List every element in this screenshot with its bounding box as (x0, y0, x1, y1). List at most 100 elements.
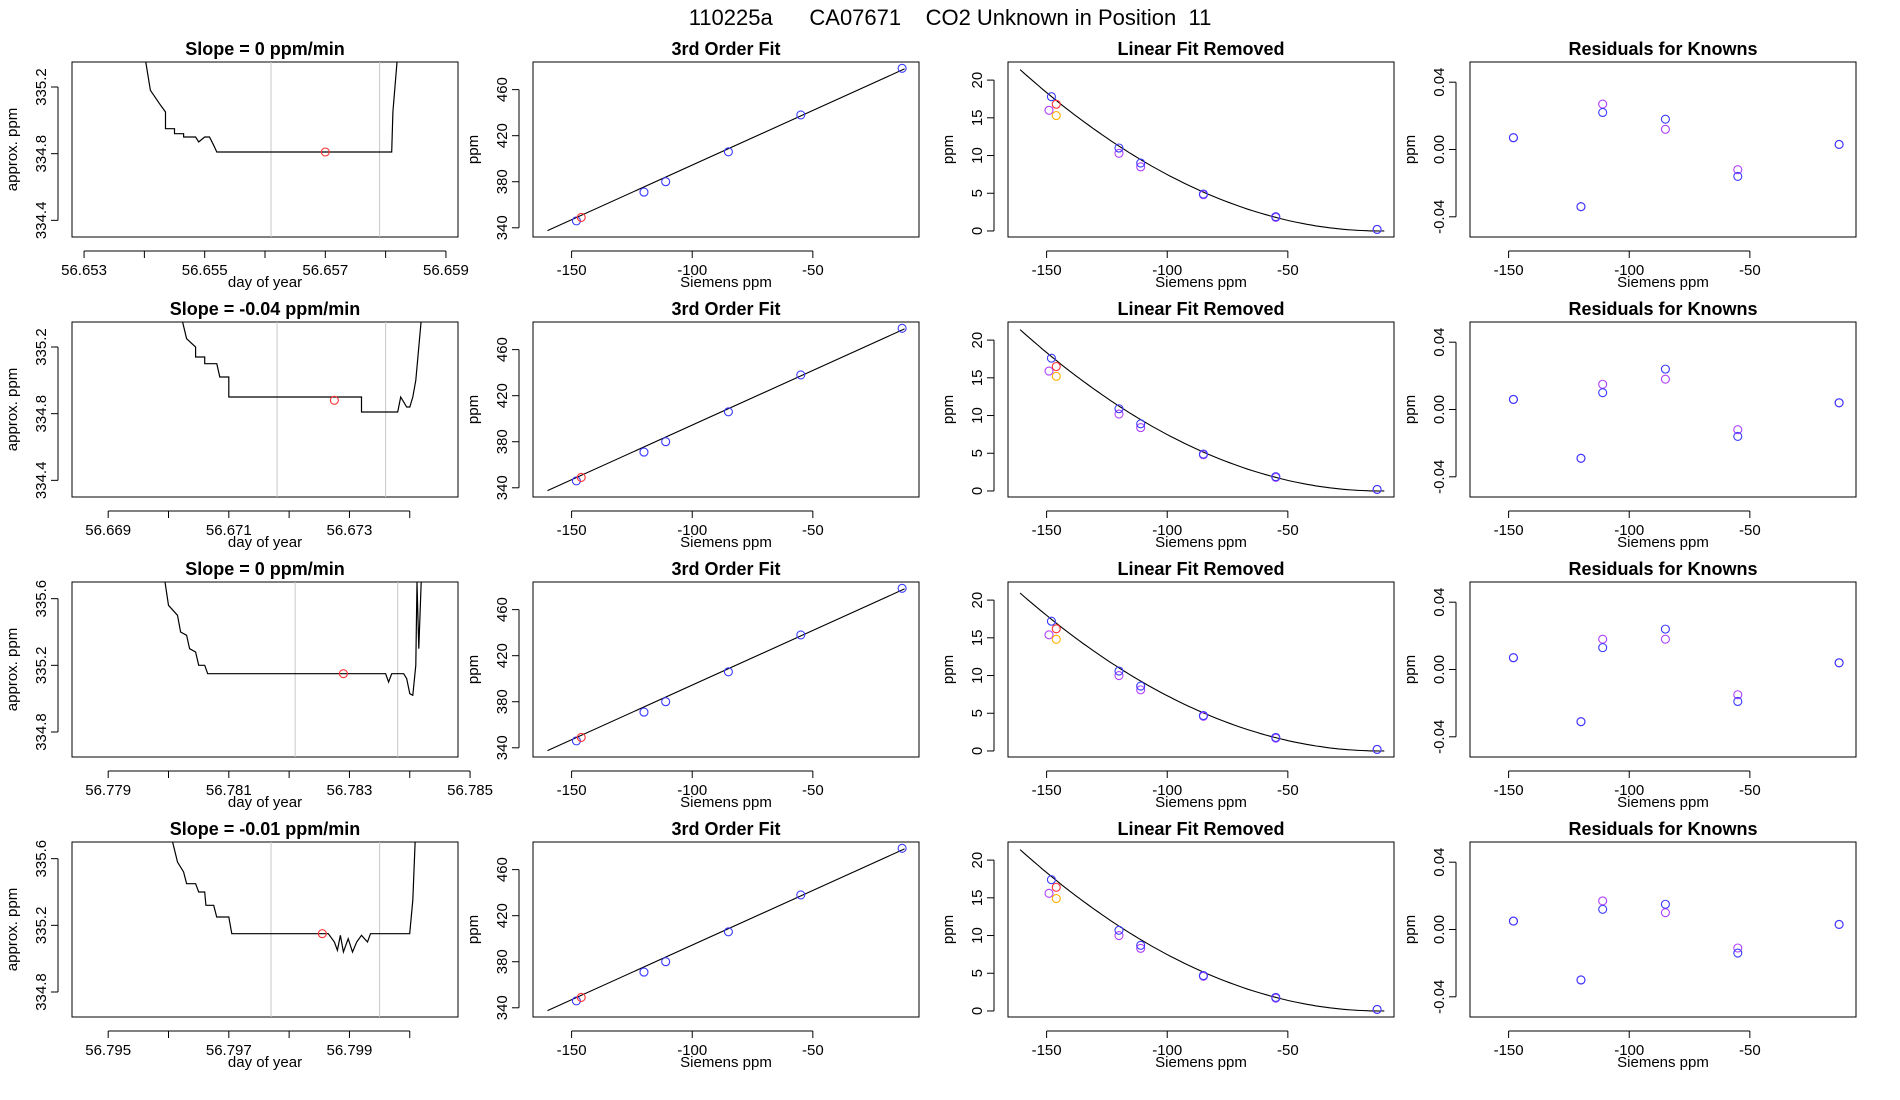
y-tick-label: 0.04 (1431, 848, 1448, 877)
red-point (576, 732, 586, 742)
x-tick-label: -100 (677, 1042, 707, 1059)
blue-point (1508, 916, 1518, 926)
y-tick-label: 460 (494, 857, 511, 882)
x-tick-label: -150 (557, 262, 587, 279)
x-tick-label: -100 (677, 782, 707, 799)
ppm-trace (171, 842, 416, 955)
blue-point (1508, 394, 1518, 404)
blue-point (1198, 970, 1208, 981)
blue-point (897, 323, 907, 333)
purple-point (1044, 888, 1054, 898)
purple-point (1598, 634, 1608, 644)
y-tick-label: 15 (969, 369, 986, 386)
y-tick-label: 335.2 (33, 68, 50, 106)
orange-point (1051, 894, 1061, 904)
y-tick-label: 0.04 (1431, 68, 1448, 97)
purple-point (1733, 943, 1743, 953)
y-tick-label: 380 (494, 169, 511, 194)
x-tick-label: -150 (557, 1042, 587, 1059)
panel-title: Linear Fit Removed (1117, 559, 1284, 579)
y-tick-label: 340 (494, 995, 511, 1020)
panel-title: Residuals for Knowns (1568, 39, 1757, 59)
blue-point (723, 147, 733, 157)
y-tick-label: 0.04 (1431, 588, 1448, 617)
panel-title: Slope = -0.04 ppm/min (170, 299, 361, 319)
panel-4-2: 3rd Order Fit Siemens ppm ppm -150 -100 -50 34… (465, 819, 920, 1071)
x-axis-label: day of year (228, 1054, 302, 1071)
plot-frame (71, 61, 459, 238)
red-point (576, 992, 586, 1002)
blue-point (661, 437, 671, 447)
orange-point (1051, 371, 1061, 381)
panel-2-2: 3rd Order Fit Siemens ppm ppm -150 -100 -50 34… (465, 299, 920, 551)
y-tick-label: 340 (494, 475, 511, 500)
x-axis-label: Siemens ppm (680, 534, 772, 551)
purple-point (1114, 930, 1124, 941)
y-tick-label: 0 (969, 487, 986, 495)
panel-title: 3rd Order Fit (671, 299, 780, 319)
purple-point (1044, 105, 1054, 115)
y-axis-label: approx. ppm (4, 628, 21, 711)
blue-point (796, 630, 806, 640)
y-tick-label: 334.4 (33, 462, 50, 500)
y-tick-label: 10 (969, 147, 986, 164)
blue-point (1136, 940, 1146, 950)
blue-point (1576, 453, 1586, 463)
y-tick-label: 0 (969, 1007, 986, 1015)
blue-point (1372, 484, 1382, 495)
y-axis-label: ppm (940, 135, 957, 164)
purple-point (1660, 634, 1670, 644)
y-tick-label: 0.00 (1431, 395, 1448, 424)
y-tick-label: 5 (969, 449, 986, 457)
red-point (576, 212, 586, 222)
purple-point (1660, 374, 1670, 384)
x-tick-label: -50 (1739, 1042, 1761, 1059)
blue-point (1271, 732, 1281, 742)
y-tick-label: 334.8 (33, 135, 50, 173)
y-axis-label: ppm (1402, 915, 1419, 944)
panel-3-1: Slope = 0 ppm/min day of year approx. ppm 5… (4, 559, 493, 811)
x-tick-label: 56.653 (61, 262, 107, 279)
blue-point (1046, 353, 1056, 363)
panel-1-1: Slope = 0 ppm/min day of year approx. ppm 5… (4, 39, 469, 291)
y-tick-label: 420 (494, 643, 511, 668)
x-tick-label: -100 (677, 262, 707, 279)
red-point (1051, 882, 1061, 892)
y-tick-label: 20 (969, 332, 986, 349)
panel-3-4: Residuals for Knowns Siemens ppm ppm -150 -1… (1402, 559, 1857, 811)
mean-point (329, 395, 339, 405)
plot-area (1508, 364, 1844, 463)
x-tick-label: -100 (1614, 522, 1644, 539)
y-tick-label: 5 (969, 189, 986, 197)
blue-point (796, 110, 806, 120)
y-tick-label: 335.6 (33, 840, 50, 878)
blue-point (1114, 666, 1124, 676)
plot-area (1019, 69, 1385, 235)
blue-point (1046, 875, 1056, 885)
blue-point (1046, 616, 1056, 626)
x-tick-label: -150 (1494, 522, 1524, 539)
x-tick-label: -150 (1032, 522, 1062, 539)
x-axis-label: Siemens ppm (1155, 794, 1247, 811)
y-tick-label: 380 (494, 689, 511, 714)
plot-frame (1469, 321, 1857, 498)
panel-title: Slope = 0 ppm/min (185, 559, 345, 579)
figure-title: 110225a CA07671 CO2 Unknown in Position … (689, 5, 1212, 30)
x-tick-label: -150 (1494, 782, 1524, 799)
x-tick-label: -50 (1277, 782, 1299, 799)
y-tick-label: 0.00 (1431, 655, 1448, 684)
x-axis-label: Siemens ppm (1155, 534, 1247, 551)
x-tick-label: 56.783 (326, 782, 372, 799)
y-tick-label: 20 (969, 852, 986, 869)
x-tick-label: -50 (1739, 782, 1761, 799)
blue-point (1198, 449, 1208, 459)
plot-frame (1469, 581, 1857, 758)
plot-frame (1469, 61, 1857, 238)
x-axis-label: Siemens ppm (1617, 274, 1709, 291)
x-tick-label: -150 (1494, 1042, 1524, 1059)
plot-frame (1469, 841, 1857, 1018)
blue-point (1136, 681, 1146, 691)
plot-area (1019, 329, 1385, 495)
panel-1-4: Residuals for Knowns Siemens ppm ppm -150 -1… (1402, 39, 1857, 291)
panel-4-1: Slope = -0.01 ppm/min day of year approx. … (4, 819, 459, 1071)
